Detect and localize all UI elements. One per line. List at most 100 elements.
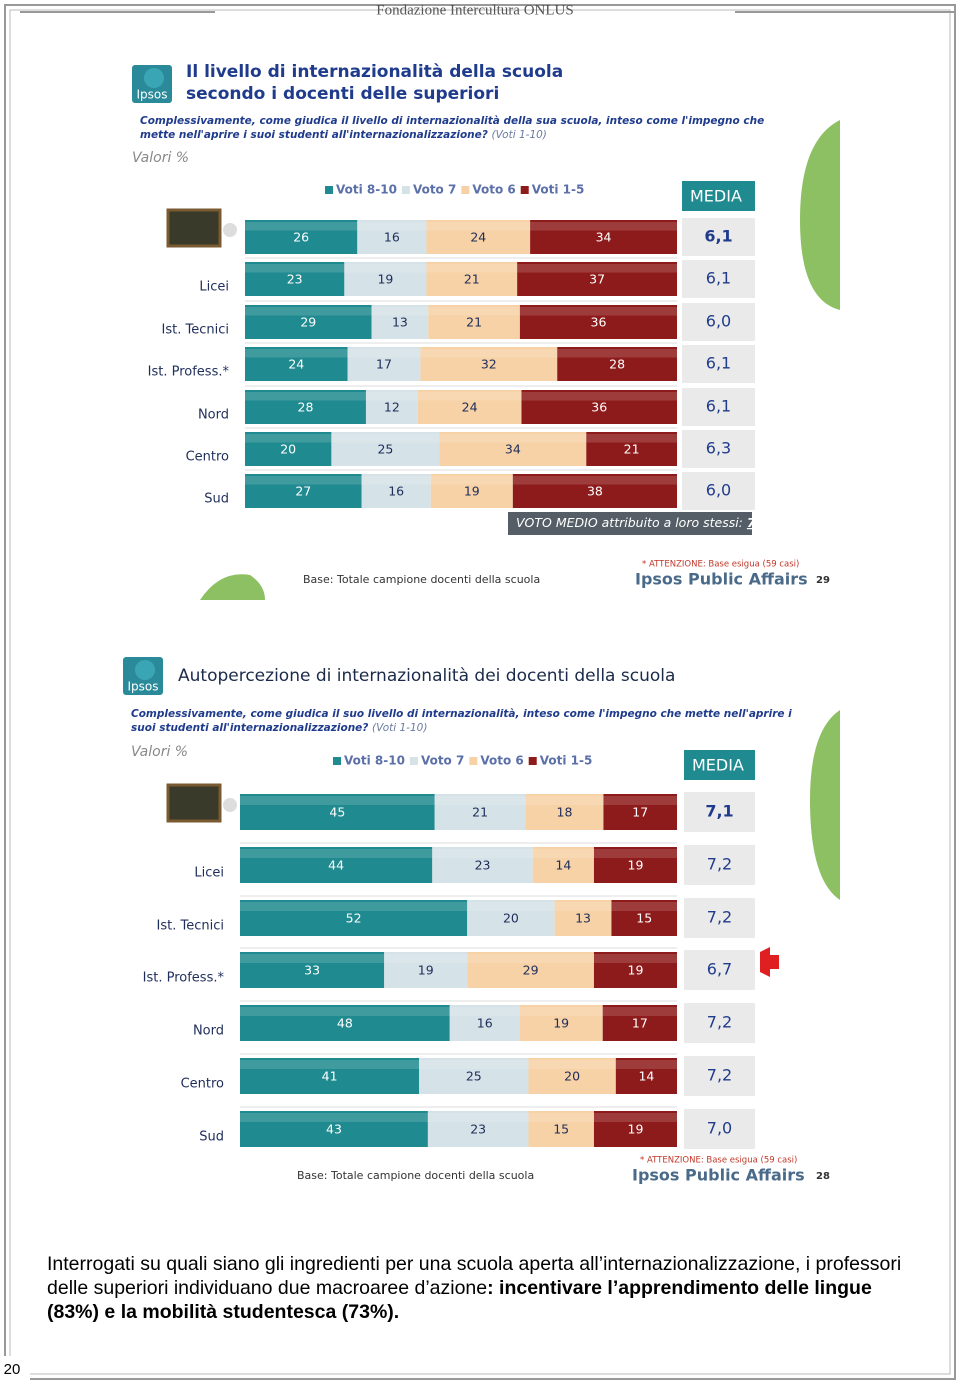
- brand: Ipsos Public Affairs: [632, 1166, 805, 1185]
- data-label: 14: [638, 1069, 654, 1084]
- bar-segment: [427, 1111, 529, 1147]
- question-line: Complessivamente, come giudica il suo li…: [131, 708, 792, 720]
- bar-shine: [417, 392, 522, 401]
- note-value: 7,1: [747, 515, 769, 530]
- category-label: Sud: [204, 492, 229, 507]
- media-box: [682, 430, 755, 468]
- data-label: 19: [628, 858, 644, 873]
- media-header: MEDIA: [690, 187, 742, 206]
- bar-segment: [240, 1058, 420, 1094]
- data-label: 17: [632, 805, 648, 820]
- data-label: 28: [298, 400, 314, 415]
- bar-shine: [245, 307, 372, 316]
- category-label: Nord: [198, 408, 229, 423]
- data-label: 27: [295, 484, 311, 499]
- bar-segment: [331, 432, 440, 466]
- bar-shine: [528, 1060, 616, 1069]
- note-box: [508, 512, 752, 535]
- data-label: 45: [329, 805, 345, 820]
- media-header: MEDIA: [692, 756, 744, 775]
- legend-label: Voto 6: [480, 754, 523, 768]
- question-line: Complessivamente, come giudica il livell…: [140, 115, 764, 127]
- media-value: 6,0: [706, 481, 731, 500]
- icon-board: [166, 783, 222, 823]
- data-label: 23: [475, 858, 491, 873]
- bar-shine: [521, 392, 677, 401]
- logo-text: Ipsos: [136, 88, 167, 102]
- media-box: [684, 1003, 755, 1043]
- bar-shine: [467, 902, 555, 911]
- bar-segment: [611, 900, 677, 936]
- data-label: 19: [628, 963, 644, 978]
- bar-shine: [427, 1113, 529, 1122]
- bar-segment: [371, 305, 429, 339]
- data-label: 16: [477, 1016, 493, 1031]
- bar-segment: [240, 900, 468, 936]
- bar-shine: [240, 849, 433, 858]
- warning: * ATTENZIONE: Base esigua (59 casi): [640, 1156, 797, 1166]
- body-text-part: Interrogati su quali siano gli ingredien…: [47, 1253, 902, 1299]
- brand: Ipsos Public Affairs: [635, 570, 808, 589]
- media-box: [682, 472, 755, 510]
- bar-segment: [557, 347, 677, 381]
- bar-shine: [530, 222, 677, 231]
- bar-segment: [344, 262, 427, 296]
- bar-shine: [593, 849, 677, 858]
- bar-shine: [428, 307, 520, 316]
- data-label: 19: [628, 1122, 644, 1137]
- media-box: [682, 345, 755, 383]
- warning: * ATTENZIONE: Base esigua (59 casi): [642, 560, 799, 570]
- media-header-box: [682, 181, 755, 211]
- bar-shine: [384, 954, 468, 963]
- bar-segment: [519, 305, 677, 339]
- bar-segment: [512, 474, 677, 508]
- bar-shine: [528, 1113, 594, 1122]
- slide-number: 29: [816, 575, 830, 586]
- legend-swatch: [520, 186, 529, 194]
- bar-segment: [521, 390, 677, 424]
- data-label: 19: [418, 963, 434, 978]
- data-label: 34: [596, 230, 612, 245]
- bar-shine: [434, 796, 526, 805]
- data-label: 24: [470, 230, 486, 245]
- data-label: 15: [553, 1122, 569, 1137]
- bar-segment: [426, 262, 518, 296]
- bar-segment: [357, 220, 427, 254]
- bar-segment: [245, 390, 366, 424]
- data-label: 19: [553, 1016, 569, 1031]
- data-label: 19: [377, 272, 393, 287]
- legend-label: Voto 7: [421, 754, 464, 768]
- note-text: VOTO MEDIO attribuito a loro stessi:: [516, 515, 743, 530]
- data-label: 52: [346, 911, 362, 926]
- bar-shine: [245, 264, 345, 273]
- bar-shine: [240, 902, 468, 911]
- media-value: 6,1: [706, 397, 731, 416]
- legend-label: Voti 1-5: [532, 183, 585, 197]
- bar-segment: [245, 220, 358, 254]
- data-label: 26: [293, 230, 309, 245]
- subtitle: Valori %: [131, 744, 188, 760]
- data-label: 48: [337, 1016, 353, 1031]
- bar-shine: [554, 902, 612, 911]
- legend-swatch: [333, 757, 341, 765]
- bar-segment: [525, 794, 604, 830]
- data-label: 28: [609, 357, 625, 372]
- bar-shine: [467, 954, 594, 963]
- media-box: [682, 303, 755, 341]
- media-value: 6,0: [706, 312, 731, 331]
- media-value: 7,2: [707, 1066, 732, 1085]
- data-label: 21: [466, 315, 482, 330]
- bar-segment: [245, 432, 332, 466]
- data-label: 20: [564, 1069, 580, 1084]
- bar-shine: [240, 796, 435, 805]
- bar-segment: [245, 262, 345, 296]
- data-label: 17: [376, 357, 392, 372]
- question: Complessivamente, come giudica il livell…: [140, 115, 764, 127]
- legend-swatch: [401, 186, 410, 194]
- data-label: 19: [464, 484, 480, 499]
- icon-figure: [223, 223, 237, 237]
- bar-shine: [517, 264, 677, 273]
- page-header: Fondazione Intercultura ONLUS: [376, 2, 573, 18]
- bar-segment: [361, 474, 431, 508]
- bar-segment: [467, 900, 555, 936]
